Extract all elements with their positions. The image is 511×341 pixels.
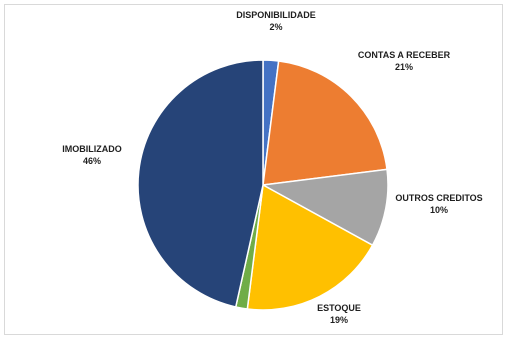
slice-label-contas-a-receber: CONTAS A RECEBER [358, 50, 451, 60]
slice-percent-outros-creditos: 10% [430, 205, 448, 215]
slice-label-disponibilidade: DISPONIBILIDADE [236, 10, 316, 20]
pie-slice-contas-a-receber [262, 60, 388, 186]
slice-label-outros-creditos: OUTROS CREDITOS [395, 193, 482, 203]
slice-label-estoque: ESTOQUE [317, 303, 361, 313]
slice-percent-disponibilidade: 2% [269, 22, 282, 32]
slice-percent-contas-a-receber: 21% [395, 62, 413, 72]
pie-slice-estoque [246, 183, 374, 311]
slice-percent-estoque: 19% [330, 315, 348, 325]
slice-percent-imobilizado: 46% [83, 156, 101, 166]
pie-slice-outros-creditos [260, 168, 389, 247]
slice-label-imobilizado: IMOBILIZADO [62, 144, 122, 154]
pie-slice-imobilizado [137, 59, 264, 308]
